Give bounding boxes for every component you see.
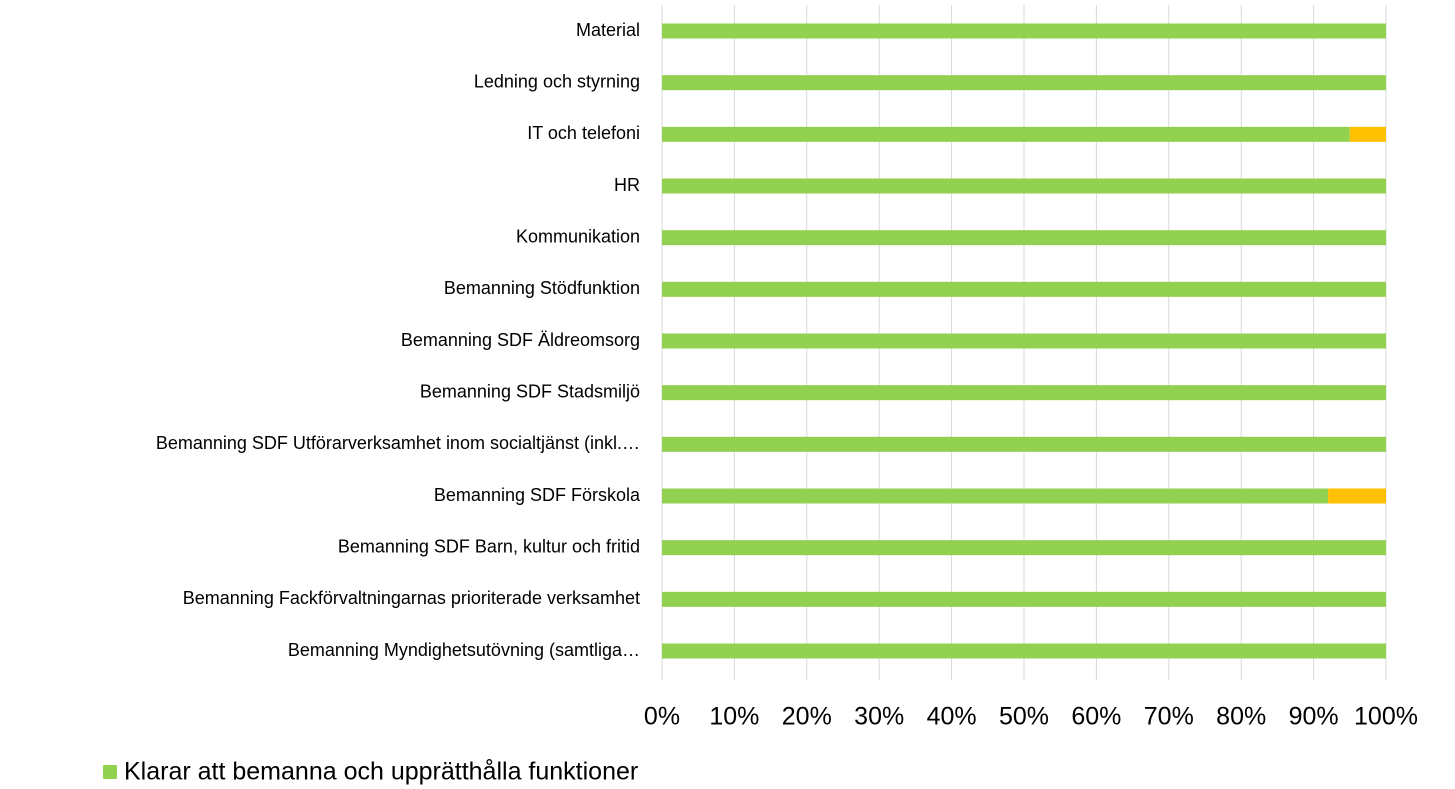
bar-segment	[662, 178, 1386, 194]
bar-segment	[662, 385, 1386, 401]
x-tick-label: 40%	[927, 703, 977, 731]
x-tick-label: 60%	[1071, 703, 1121, 731]
y-tick-label: Bemanning SDF Utförarverksamhet inom soc…	[156, 433, 640, 453]
y-tick-label: IT och telefoni	[527, 123, 640, 143]
bar-segment	[662, 126, 1350, 142]
x-tick-label: 10%	[709, 703, 759, 731]
y-tick-label: Bemanning Stödfunktion	[444, 278, 640, 298]
x-tick-label: 100%	[1354, 703, 1418, 731]
y-tick-label: Bemanning Myndighetsutövning (samtliga…	[288, 640, 640, 660]
y-tick-label: Kommunikation	[516, 226, 640, 246]
y-tick-label: Material	[576, 20, 640, 40]
x-tick-label: 70%	[1144, 703, 1194, 731]
x-tick-label: 90%	[1289, 703, 1339, 731]
bar-segment	[662, 333, 1386, 349]
bar-segment	[1328, 488, 1386, 504]
bar-segment	[662, 436, 1386, 452]
x-tick-label: 0%	[644, 703, 680, 731]
bar-segment	[662, 540, 1386, 556]
bar-segment	[662, 23, 1386, 39]
bar-segment	[662, 488, 1329, 504]
bar-segment	[662, 230, 1386, 246]
y-tick-label: Bemanning SDF Barn, kultur och fritid	[338, 536, 640, 556]
bar-segment	[662, 75, 1386, 91]
bar-segment	[662, 643, 1386, 659]
y-tick-label: Bemanning Fackförvaltningarnas prioriter…	[183, 588, 640, 608]
y-tick-label: Bemanning SDF Äldreomsorg	[401, 330, 640, 350]
x-tick-label: 80%	[1216, 703, 1266, 731]
y-tick-label: Bemanning SDF Förskola	[434, 485, 641, 505]
y-tick-label: Ledning och styrning	[474, 71, 640, 91]
legend-label: Klarar att bemanna och upprätthålla funk…	[124, 758, 638, 786]
legend-swatch	[103, 765, 117, 779]
y-tick-label: Bemanning SDF Stadsmiljö	[420, 381, 640, 401]
bar-segment	[662, 281, 1386, 297]
x-tick-label: 30%	[854, 703, 904, 731]
bar-segment	[662, 591, 1386, 607]
bar-segment	[1349, 126, 1386, 142]
y-tick-label: HR	[614, 175, 640, 195]
x-tick-label: 20%	[782, 703, 832, 731]
x-tick-label: 50%	[999, 703, 1049, 731]
